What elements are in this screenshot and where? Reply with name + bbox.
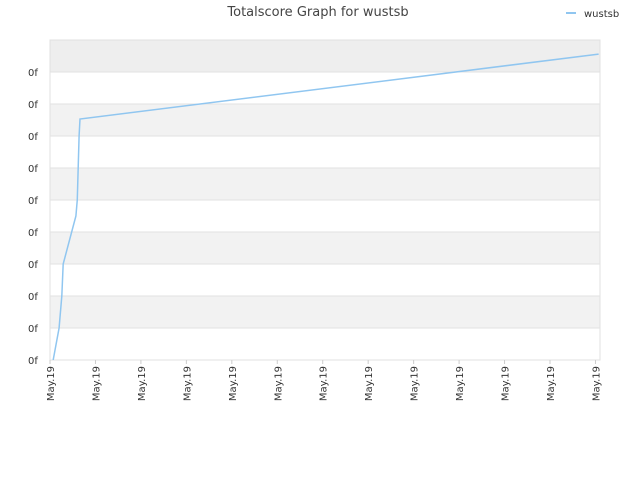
x-tick-label: May.19 <box>137 366 148 401</box>
plot-band <box>50 328 600 360</box>
x-tick-label: May.19 <box>455 366 466 401</box>
y-tick-label: 0f <box>28 100 38 111</box>
legend-label: wustsb <box>584 9 619 20</box>
x-tick-label: May.19 <box>319 366 330 401</box>
x-tick-label: May.19 <box>364 366 375 401</box>
y-tick-label: 0f <box>28 356 38 367</box>
x-tick-label: May.19 <box>591 366 602 401</box>
y-tick-label: 0f <box>28 132 38 143</box>
x-tick-label: May.19 <box>410 366 421 401</box>
y-tick-label: 0f <box>28 324 38 335</box>
plot-band <box>50 136 600 168</box>
plot-band <box>50 40 600 72</box>
x-tick-label: May.19 <box>46 366 57 401</box>
y-tick-label: 0f <box>28 228 38 239</box>
x-tick-label: May.19 <box>228 366 239 401</box>
x-tick-label: May.19 <box>546 366 557 401</box>
plot-band <box>50 264 600 296</box>
x-tick-label: May.19 <box>273 366 284 401</box>
x-tick-label: May.19 <box>501 366 512 401</box>
data-line <box>52 53 599 361</box>
plot-band <box>50 104 600 136</box>
x-tick-label: May.19 <box>182 366 193 401</box>
y-tick-label: 0f <box>28 164 38 175</box>
y-tick-label: 0f <box>28 196 38 207</box>
plot-band <box>50 296 600 328</box>
y-tick-label: 0f <box>28 292 38 303</box>
plot-band <box>50 168 600 200</box>
x-tick-label: May.19 <box>91 366 102 401</box>
y-tick-label: 0f <box>28 260 38 271</box>
chart-title: Totalscore Graph for wustsb <box>226 5 408 20</box>
plot-band <box>50 232 600 264</box>
plot-band <box>50 200 600 232</box>
y-tick-label: 0f <box>28 68 38 79</box>
